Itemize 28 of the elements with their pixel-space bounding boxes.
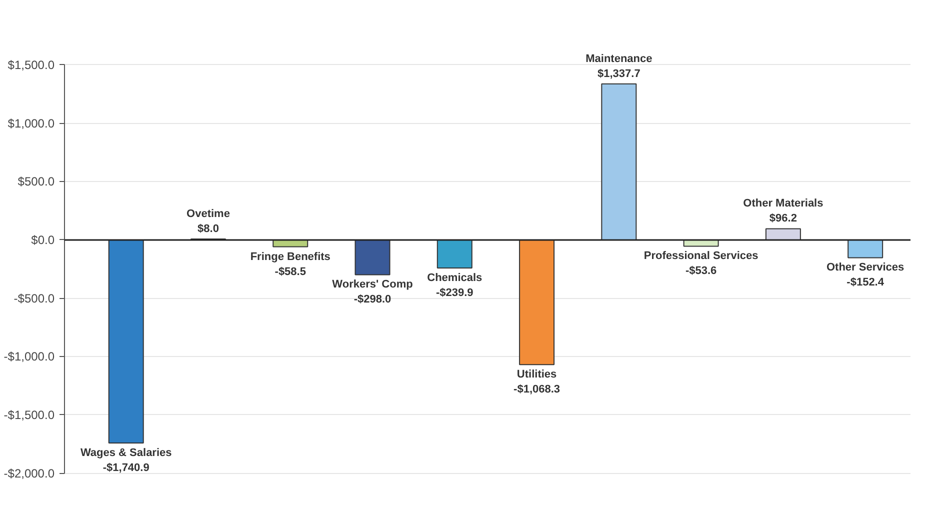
y-tick-label: $1,000.0 <box>8 116 55 130</box>
x-tick-label: Wages & Salaries <box>80 447 172 460</box>
data-label: -$58.5 <box>274 266 306 278</box>
x-tick-label: Fringe Benefits <box>250 250 330 263</box>
y-tick-label: $500.0 <box>18 174 55 189</box>
data-label: $1,337.7 <box>598 68 640 80</box>
x-tick-label: Utilities <box>516 368 557 381</box>
x-tick-label: Maintenance <box>586 52 652 65</box>
y-tick-label: -$500.0 <box>14 291 55 306</box>
data-label: -$298.0 <box>354 294 392 306</box>
y-tick-label: $1,500.0 <box>8 58 55 72</box>
data-label: -$152.4 <box>846 276 885 289</box>
y-tick-label: -$2,000.0 <box>4 466 55 480</box>
data-label: -$1,068.3 <box>514 384 560 396</box>
y-tick-label: $0.0 <box>31 232 55 247</box>
x-tick-label: Ovetime <box>186 208 230 220</box>
x-tick-label: Other Services <box>826 262 904 274</box>
y-tick-label: -$1,500.0 <box>4 408 55 422</box>
x-tick-label: Professional Services <box>644 250 758 262</box>
y-tick-label: -$1,000.0 <box>4 350 55 364</box>
data-label: -$53.6 <box>685 265 717 278</box>
x-tick-label: Workers' Comp <box>332 278 414 291</box>
data-label: $96.2 <box>769 212 797 225</box>
x-tick-label: Chemicals <box>427 272 482 284</box>
data-label: -$1,740.9 <box>102 462 150 474</box>
data-label: -$239.9 <box>436 286 474 299</box>
x-tick-label: Other Materials <box>743 198 824 210</box>
data-label: $8.0 <box>198 223 219 236</box>
